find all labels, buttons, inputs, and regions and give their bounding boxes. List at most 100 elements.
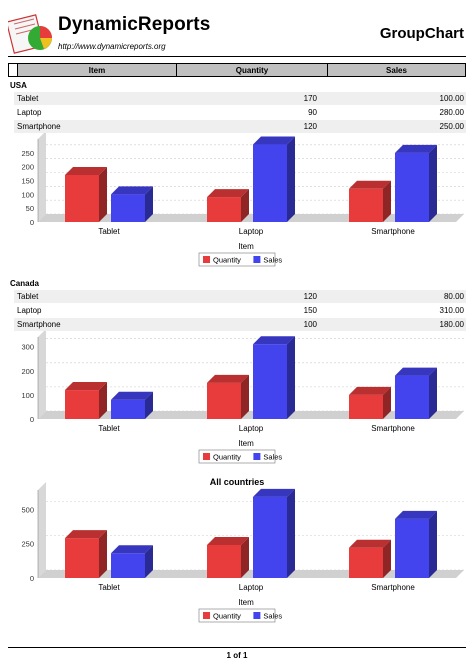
bar-front — [253, 496, 287, 578]
legend-swatch-quantity — [203, 256, 210, 263]
legend-swatch-quantity — [203, 612, 210, 619]
bar-front — [111, 194, 145, 222]
y-tick-label: 0 — [30, 574, 34, 583]
bar-side — [383, 539, 391, 578]
legend-label-sales: Sales — [263, 256, 282, 265]
bar-sales-tablet — [111, 545, 153, 578]
bar-front — [395, 518, 429, 578]
chart-side-wall — [38, 482, 46, 578]
bar-sales-tablet — [111, 391, 153, 419]
cell-item: Smartphone — [17, 320, 61, 329]
bar-side — [145, 186, 153, 222]
y-tick-label: 150 — [21, 177, 34, 186]
bar-top — [395, 367, 437, 376]
y-tick-label: 100 — [21, 190, 34, 199]
bar-side — [99, 530, 107, 578]
cell-item: Smartphone — [17, 122, 61, 131]
legend-swatch-quantity — [203, 453, 210, 460]
bar-top — [253, 136, 295, 145]
table-row: Smartphone 100 180.00 — [14, 318, 466, 331]
bar-front — [207, 197, 241, 222]
bar-quantity-tablet — [65, 530, 107, 578]
chart-side-wall — [38, 331, 46, 419]
chart-all-countries: All countries 0 250 500 Tablet Laptop Smartpho… — [21, 477, 464, 623]
x-axis-label: Item — [238, 598, 254, 607]
cell-item: Tablet — [17, 94, 39, 103]
bar-side — [99, 166, 107, 222]
bar-top — [111, 391, 153, 400]
bar-front — [253, 344, 287, 419]
cell-item: Laptop — [17, 306, 42, 315]
cell-sales: 80.00 — [443, 292, 464, 301]
report-title: GroupChart — [379, 25, 464, 42]
bar-front — [111, 553, 145, 578]
bar-side — [241, 537, 249, 578]
y-tick-label: 500 — [21, 505, 34, 514]
bar-side — [287, 336, 295, 419]
bar-side — [429, 510, 437, 578]
bar-side — [241, 189, 249, 222]
bar-top — [253, 488, 295, 497]
table-row: Laptop 90 280.00 — [14, 106, 466, 119]
bar-front — [349, 394, 383, 419]
legend-swatch-sales — [253, 453, 261, 460]
bar-side — [99, 382, 107, 419]
table-row: Tablet 120 80.00 — [14, 290, 466, 303]
column-quantity: Quantity — [177, 64, 328, 76]
x-tick-label: Tablet — [98, 424, 120, 433]
bar-top — [207, 374, 249, 383]
bar-side — [241, 374, 249, 419]
bar-quantity-smartphone — [349, 386, 391, 419]
x-tick-label: Smartphone — [371, 227, 415, 236]
group-title-usa: USA — [10, 81, 27, 90]
table-row: Tablet 170 100.00 — [14, 92, 466, 105]
bar-side — [145, 545, 153, 578]
legend-label-quantity: Quantity — [213, 256, 241, 265]
x-tick-label: Smartphone — [371, 583, 415, 592]
bar-side — [287, 136, 295, 222]
bar-side — [429, 367, 437, 419]
column-item: Item — [18, 64, 177, 76]
x-tick-label: Tablet — [98, 227, 120, 236]
column-header: Item Quantity Sales — [8, 63, 466, 77]
bar-top — [207, 189, 249, 198]
bar-front — [349, 547, 383, 578]
bar-quantity-tablet — [65, 382, 107, 419]
y-tick-label: 200 — [21, 163, 34, 172]
legend-swatch-sales — [253, 256, 261, 263]
cell-sales: 250.00 — [439, 122, 464, 131]
bar-top — [349, 539, 391, 548]
y-tick-label: 100 — [21, 391, 34, 400]
y-tick-label: 200 — [21, 367, 34, 376]
bar-top — [395, 144, 437, 153]
x-tick-label: Tablet — [98, 583, 120, 592]
y-tick-label: 50 — [26, 204, 34, 213]
column-sales: Sales — [386, 65, 407, 75]
bar-quantity-laptop — [207, 374, 249, 419]
chart-title: All countries — [210, 477, 265, 487]
bar-front — [65, 538, 99, 578]
bar-quantity-tablet — [65, 166, 107, 222]
bar-side — [383, 386, 391, 419]
cell-quantity: 120 — [303, 122, 317, 131]
bar-top — [111, 186, 153, 195]
cell-item: Tablet — [17, 292, 39, 301]
cell-sales: 310.00 — [439, 306, 464, 315]
table-row: Smartphone 120 250.00 — [14, 120, 466, 133]
x-tick-label: Smartphone — [371, 424, 415, 433]
bar-top — [253, 336, 295, 345]
bar-side — [287, 488, 295, 578]
bar-front — [253, 144, 287, 222]
bar-sales-smartphone — [395, 367, 437, 419]
page-number: 1 of 1 — [226, 651, 248, 660]
bar-top — [111, 545, 153, 554]
cell-quantity: 120 — [303, 292, 317, 301]
bar-sales-laptop — [253, 488, 295, 578]
group-title-canada: Canada — [10, 279, 39, 288]
cell-sales: 280.00 — [439, 108, 464, 117]
bar-front — [395, 375, 429, 419]
legend-label-sales: Sales — [263, 612, 282, 621]
y-tick-label: 250 — [21, 149, 34, 158]
bar-side — [383, 180, 391, 222]
chart-side-wall — [38, 133, 46, 222]
